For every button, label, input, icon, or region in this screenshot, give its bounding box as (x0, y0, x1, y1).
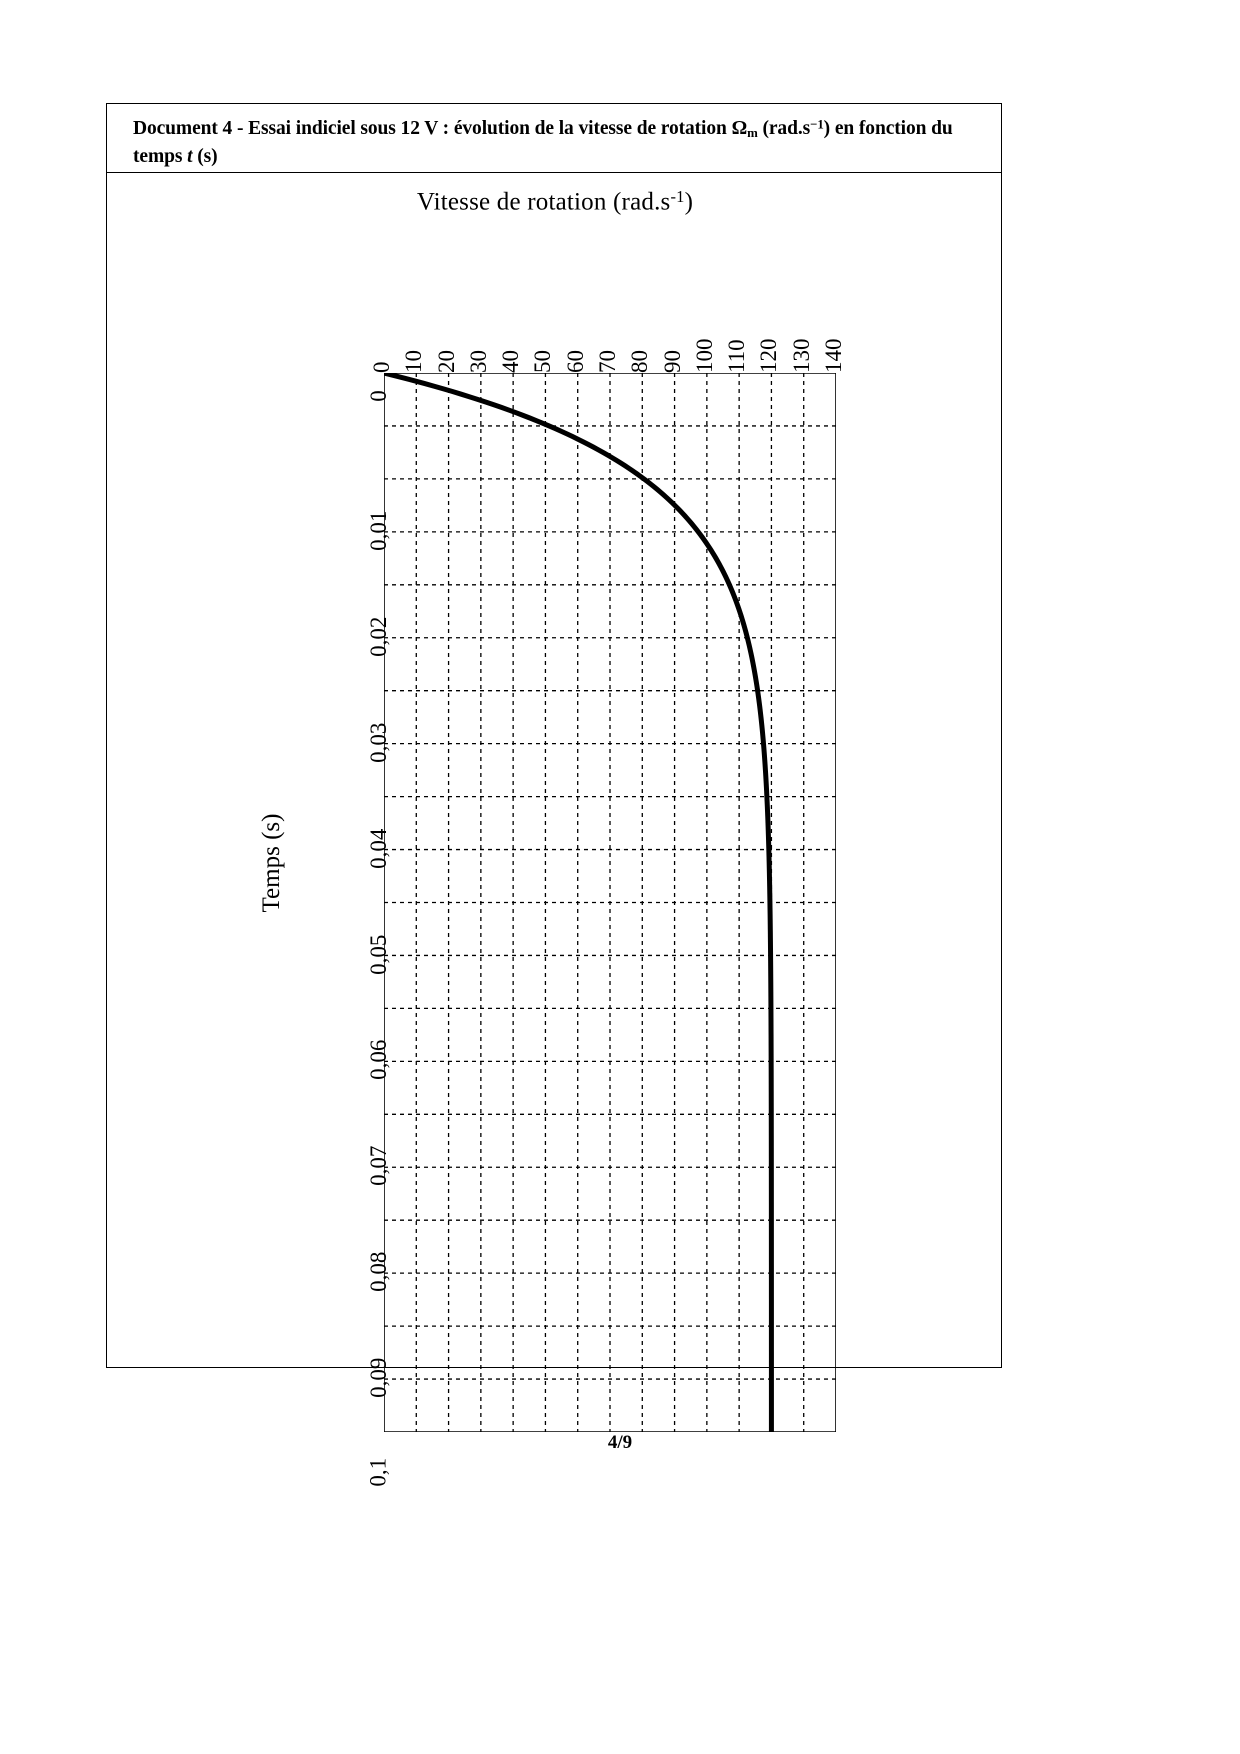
value-axis-tick-label: 110 (724, 339, 750, 373)
value-axis-tick-label: 80 (627, 350, 653, 373)
grid-and-curve (384, 373, 836, 1432)
title-symbol-subscript: m (747, 125, 758, 140)
chart-title-close: ) (684, 188, 694, 216)
title-after: ) en fonction du temps (133, 118, 953, 167)
value-axis-tick-label: 130 (788, 338, 814, 374)
value-axis-tick-label: 0 (369, 361, 394, 374)
value-axis-tick-label: 120 (756, 338, 782, 374)
title-variable: t (187, 145, 193, 167)
title-prefix: Document 4 - Essai indiciel sous 12 V : … (133, 118, 732, 139)
chart-title: Vitesse de rotation (rad.s-1) (107, 187, 1003, 216)
value-axis-tick-label: 50 (530, 350, 556, 373)
plot-area (384, 373, 836, 1432)
title-symbol: Ω (731, 118, 748, 139)
title-mid: (rad.s (757, 118, 811, 139)
value-axis-tick-labels: 0 10 20 30 40 50 60 70 80 90 100 110 120 130 140 (369, 291, 846, 374)
value-axis-tick-label: 60 (562, 350, 588, 373)
document-box: Document 4 - Essai indiciel sous 12 V : … (106, 103, 1003, 1487)
value-axis-tick-label: 140 (821, 338, 846, 374)
value-axis-tick-label: 20 (433, 350, 459, 373)
time-axis-tick-labels: 0 0,01 0,02 0,03 0,04 0,05 0,06 0,07 0,08 0,09 0,1 (292, 373, 391, 1486)
value-axis-tick-label: 10 (401, 350, 427, 373)
chart-title-exponent: -1 (670, 187, 685, 206)
plot-inner (384, 373, 836, 1432)
time-axis-title: Temps (s) (258, 813, 285, 913)
page-footer: 4/9 (607, 1432, 633, 1453)
value-axis-tick-label: 70 (595, 350, 620, 373)
title-exponent: −1 (810, 117, 824, 132)
value-axis-tick-label: 30 (465, 350, 491, 373)
document-title-band: Document 4 - Essai indiciel sous 12 V : … (107, 104, 1001, 173)
page-title: Document 4 - Essai indiciel sous 12 V : … (133, 115, 987, 170)
value-axis-tick-label: 100 (691, 338, 717, 374)
chart: Vitesse de rotation (rad.s-1) 0 10 20 30 40 5… (107, 173, 1003, 1487)
chart-title-main: Vitesse de rotation (rad.s (416, 188, 671, 216)
title-end: (s) (192, 145, 218, 167)
time-axis-tick-label: 0,1 (365, 1457, 391, 1487)
value-axis-tick-label: 40 (498, 350, 524, 373)
value-axis-tick-label: 90 (659, 350, 685, 373)
